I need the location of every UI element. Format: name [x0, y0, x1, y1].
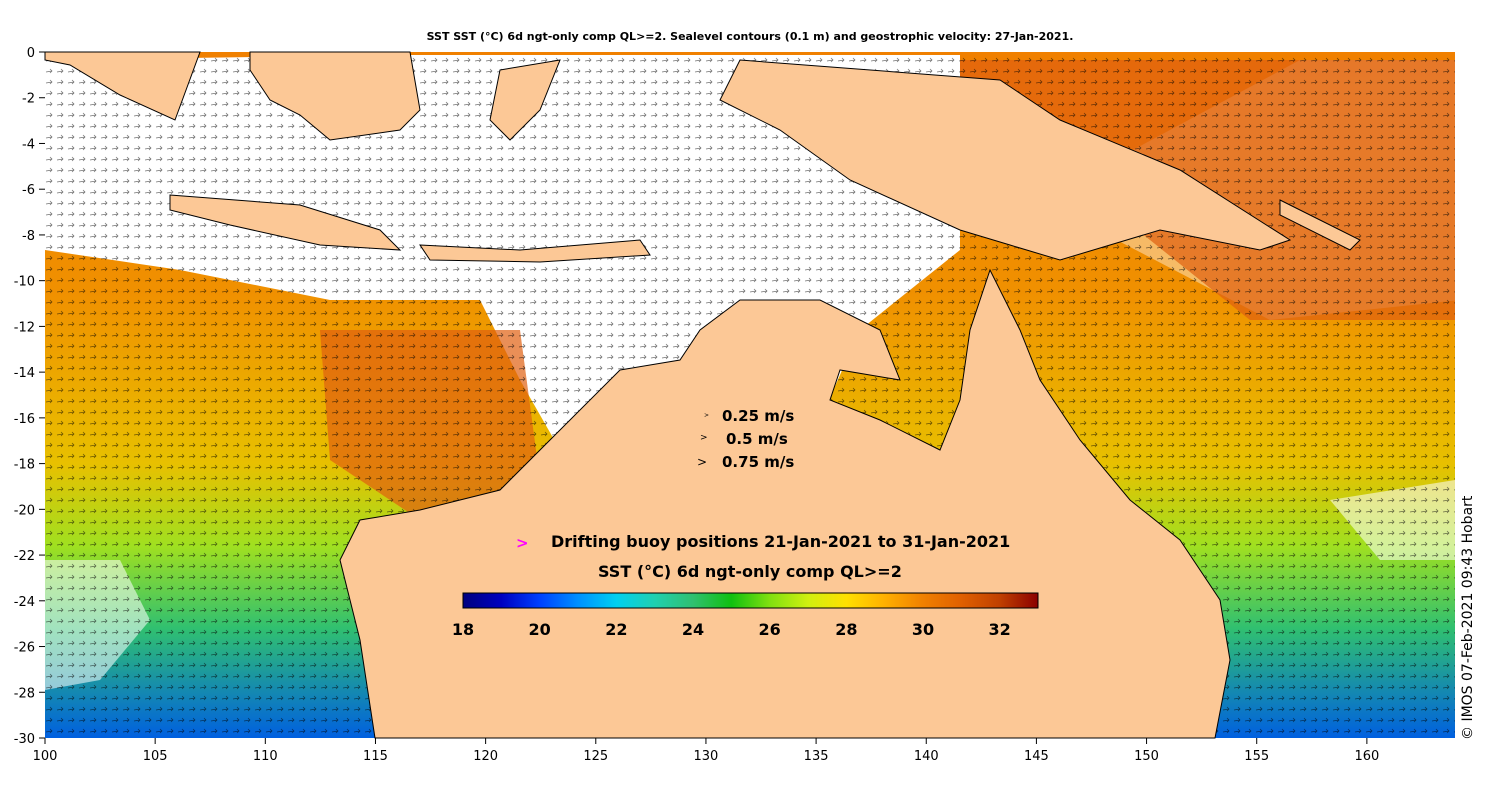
land-australia	[339, 268, 1231, 739]
velocity-legend-label: 0.25 m/s	[722, 407, 795, 425]
y-tick-label: -6	[22, 183, 35, 198]
x-tick-label: 155	[1244, 749, 1269, 764]
y-tick-label: -8	[22, 229, 35, 244]
colorbar-tick-label: 28	[835, 620, 857, 639]
colorbar-tick-label: 18	[452, 620, 474, 639]
land-sunda	[419, 239, 651, 263]
colorbar-title: SST (°C) 6d ngt-only comp QL>=2	[598, 562, 902, 581]
y-tick-label: -22	[14, 549, 35, 564]
x-tick-label: 160	[1354, 749, 1379, 764]
y-tick-label: -24	[14, 595, 35, 610]
x-tick-label: 125	[583, 749, 608, 764]
x-tick-label: 120	[473, 749, 498, 764]
velocity-legend-label: 0.5 m/s	[726, 430, 788, 448]
y-tick-label: -26	[14, 641, 35, 656]
colorbar-tick-label: 30	[912, 620, 934, 639]
colorbar-tick-label: 22	[605, 620, 627, 639]
x-tick-label: 140	[914, 749, 939, 764]
buoy-legend-label: Drifting buoy positions 21-Jan-2021 to 3…	[551, 532, 1011, 551]
colorbar-tick-label: 20	[529, 620, 551, 639]
x-tick-label: 135	[804, 749, 829, 764]
large-arrow-icon: >	[697, 455, 708, 469]
x-axis: 100 105 110 115 120 125 130 135 140 145 150 155 160	[33, 738, 1379, 764]
x-tick-label: 145	[1024, 749, 1049, 764]
x-tick-label: 110	[253, 749, 278, 764]
y-tick-label: 0	[27, 46, 35, 61]
land-java	[169, 194, 402, 251]
colorbar	[462, 592, 1039, 609]
colorbar-tick-label: 24	[682, 620, 704, 639]
colorbar-ticks: 18 20 22 24 26 28 30 32	[452, 620, 1011, 639]
y-tick-label: -12	[14, 320, 35, 335]
x-tick-label: 115	[363, 749, 388, 764]
colorbar-tick-label: 26	[759, 620, 781, 639]
colorbar-tick-label: 32	[989, 620, 1011, 639]
y-tick-label: -16	[14, 412, 35, 427]
y-tick-label: -10	[14, 275, 35, 290]
small-arrow-icon: >	[704, 412, 710, 419]
land-newguinea	[719, 59, 1292, 261]
y-tick-label: -30	[14, 732, 35, 747]
land-sumatra	[44, 51, 201, 121]
y-tick-label: -2	[22, 92, 35, 107]
x-tick-label: 130	[694, 749, 719, 764]
x-tick-label: 105	[143, 749, 168, 764]
land-solomon	[1279, 199, 1361, 251]
medium-arrow-icon: >	[700, 433, 708, 443]
copyright-label: © IMOS 07-Feb-2021 09:43 Hobart	[1460, 495, 1476, 740]
land-sulawesi	[489, 59, 561, 141]
velocity-legend-label: 0.75 m/s	[722, 453, 795, 471]
y-tick-label: -4	[22, 137, 35, 152]
x-tick-label: 150	[1134, 749, 1159, 764]
y-tick-label: -28	[14, 686, 35, 701]
y-tick-label: -18	[14, 458, 35, 473]
y-tick-label: -14	[14, 366, 35, 381]
land	[44, 51, 1361, 739]
land-borneo	[249, 51, 421, 141]
x-tick-label: 100	[33, 749, 58, 764]
buoy-marker-icon: >	[516, 534, 529, 552]
map-title: SST SST (°C) 6d ngt-only comp QL>=2. Sea…	[426, 30, 1074, 43]
y-axis: 0 -2 -4 -6 -8 -10 -12 -14 -16 -18 -20 -22 -24 -26 -28 -…	[14, 46, 45, 747]
y-tick-label: -20	[14, 503, 35, 518]
